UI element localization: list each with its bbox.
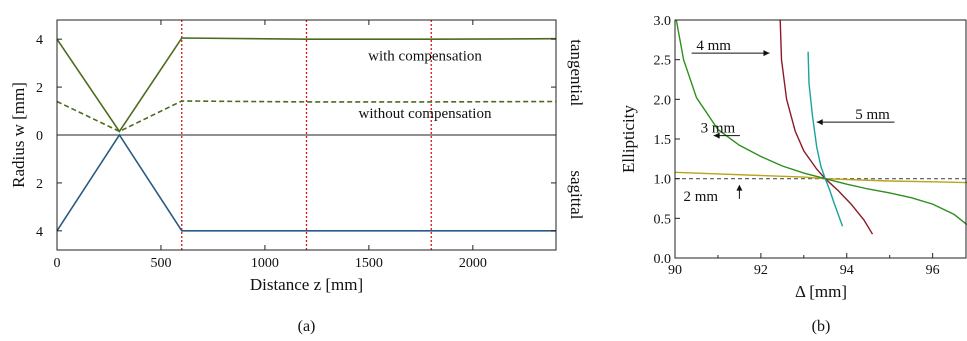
b-annotation-0: 4 mm bbox=[696, 38, 731, 54]
x-tick-label-500: 500 bbox=[150, 256, 171, 271]
y-tick-label-2: 0 bbox=[36, 129, 43, 144]
chart-b-panel-label: (b) bbox=[812, 318, 831, 335]
b-y-tick-label-1: 0.5 bbox=[654, 212, 672, 227]
b-y-tick-label-4: 2.0 bbox=[654, 93, 672, 108]
chart-a-right-label-sagittal: sagittal bbox=[567, 170, 586, 219]
b-annotation-2: 3 mm bbox=[701, 121, 736, 137]
b-y-tick-label-3: 1.5 bbox=[654, 133, 672, 148]
annotation-1: without compensation bbox=[359, 106, 492, 122]
chart-a-ylabel: Radius w [mm] bbox=[9, 82, 28, 188]
b-y-tick-label-5: 2.5 bbox=[654, 54, 672, 69]
b-annotation-1: 5 mm bbox=[855, 107, 890, 123]
b-annotation-3: 2 mm bbox=[683, 189, 718, 205]
chart-a-panel-label: (a) bbox=[298, 318, 316, 335]
series-sagittal bbox=[56, 133, 556, 232]
b-x-tick-label-90: 90 bbox=[668, 263, 682, 278]
chart-a-annotations: with compensation without compensation bbox=[359, 49, 492, 122]
chart-b-ticks: 90 92 94 96 0.0 0.5 1.0 1.5 2.0 2.5 3.0 bbox=[654, 14, 940, 278]
x-tick-label-0: 0 bbox=[54, 256, 61, 271]
series-tangential-without bbox=[56, 100, 557, 133]
chart-b-annotations: 4 mm 5 mm 3 mm 2 mm bbox=[683, 38, 895, 205]
chart-b-xlabel: Δ [mm] bbox=[795, 282, 847, 301]
chart-a-series bbox=[56, 37, 557, 232]
x-tick-label-2000: 2000 bbox=[459, 256, 487, 271]
b-arrowhead-1 bbox=[816, 119, 823, 126]
y-tick-label-1: 2 bbox=[36, 81, 43, 96]
series-4mm bbox=[779, 19, 874, 235]
chart-b-series bbox=[674, 19, 967, 235]
x-tick-label-1000: 1000 bbox=[251, 256, 279, 271]
y-tick-label-4: 4 bbox=[36, 225, 43, 240]
chart-a-right-label-tangential: tangential bbox=[567, 39, 586, 106]
b-arrowhead-3 bbox=[736, 184, 743, 191]
chart-a-ticks: 0 500 1000 1500 2000 4 2 0 2 4 bbox=[36, 20, 556, 271]
b-y-tick-label-2: 1.0 bbox=[654, 173, 672, 188]
b-x-tick-label-96: 96 bbox=[926, 263, 940, 278]
series-3mm bbox=[675, 19, 967, 226]
b-arrowhead-2 bbox=[713, 132, 720, 139]
b-x-tick-label-94: 94 bbox=[840, 263, 854, 278]
y-tick-label-3: 2 bbox=[36, 177, 43, 192]
b-y-tick-label-0: 0.0 bbox=[654, 252, 672, 267]
chart-b-frame bbox=[674, 19, 967, 259]
chart-a-xlabel: Distance z [mm] bbox=[250, 275, 363, 294]
b-y-tick-label-6: 3.0 bbox=[654, 14, 672, 29]
series-tangential-with bbox=[56, 37, 557, 133]
chart-b: 90 92 94 96 0.0 0.5 1.0 1.5 2.0 2.5 3.0 4 mm 5 mm 3 … bbox=[619, 14, 967, 335]
y-tick-label-0: 4 bbox=[36, 33, 43, 48]
b-x-tick-label-92: 92 bbox=[754, 263, 768, 278]
chart-b-ylabel: Ellipticity bbox=[619, 105, 638, 173]
b-arrowhead-0 bbox=[763, 50, 770, 57]
series-5mm bbox=[807, 51, 844, 227]
annotation-0: with compensation bbox=[368, 49, 482, 65]
x-tick-label-1500: 1500 bbox=[355, 256, 383, 271]
